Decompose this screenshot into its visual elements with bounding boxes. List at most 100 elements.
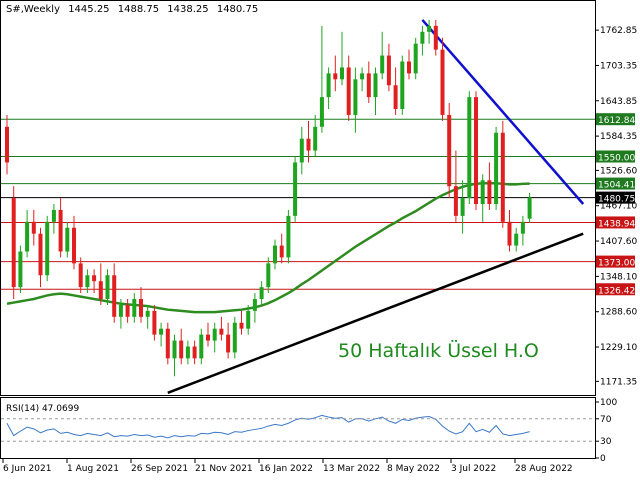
candle-28 (192, 340, 197, 365)
candle-body-41 (279, 245, 284, 258)
candle-body-7 (51, 209, 56, 222)
rsi-tick-label-0: 100 (600, 398, 617, 408)
candle-body-0 (5, 126, 9, 163)
candle-0 (5, 114, 9, 175)
candle-body-60 (407, 61, 411, 74)
candle-body-59 (400, 61, 405, 109)
level-label-5: 1373.00 (598, 259, 635, 269)
candle-body-17 (118, 304, 123, 317)
candle-73 (494, 126, 499, 210)
candle-75 (507, 209, 512, 252)
level-label-bg-2 (596, 177, 635, 190)
y-tick-label-4: 1526.60 (600, 166, 637, 176)
candle-62 (420, 25, 425, 56)
candle-body-75 (507, 221, 512, 246)
candle-body-70 (474, 97, 478, 204)
candle-body-62 (420, 31, 425, 44)
level-label-4: 1438.94 (598, 219, 635, 229)
candle-body-42 (286, 215, 291, 258)
candle-body-11 (78, 263, 83, 288)
candle-12 (85, 269, 90, 294)
close-value: 1480.75 (216, 4, 259, 15)
candle-body-4 (31, 221, 36, 234)
candle-body-72 (487, 180, 492, 204)
candle-body-49 (333, 73, 338, 80)
y-tick-label-6: 1407.60 (600, 237, 637, 247)
ema-layer (6, 181, 530, 314)
candle-body-1 (11, 198, 16, 288)
candle-body-18 (125, 304, 130, 317)
candle-body-46 (313, 126, 318, 151)
candle-body-35 (239, 322, 244, 329)
x-tick-label-7: 3 Jul 2022 (451, 464, 496, 474)
candle-42 (286, 209, 291, 264)
candle-body-14 (98, 281, 103, 299)
candle-8 (58, 198, 63, 258)
candle-16 (112, 263, 117, 323)
rsi-plot-frame (0, 397, 596, 459)
symbol-label: S#,Weekly (6, 4, 60, 15)
candle-5 (38, 227, 43, 288)
candle-60 (407, 49, 411, 80)
candle-54 (366, 61, 371, 104)
candle-body-16 (112, 275, 117, 317)
candle-9 (65, 221, 70, 258)
candle-38 (259, 281, 264, 305)
candle-36 (246, 304, 251, 335)
candle-34 (232, 316, 237, 359)
y-tick-label-7: 1348.10 (600, 272, 637, 282)
candle-body-20 (139, 299, 143, 317)
level-label-2: 1504.41 (598, 181, 635, 191)
candle-body-19 (132, 299, 137, 317)
candle-body-5 (38, 233, 43, 276)
candle-body-13 (92, 275, 97, 282)
candle-body-25 (172, 340, 177, 359)
candle-body-43 (293, 162, 298, 216)
x-tick-label-1: 1 Aug 2021 (67, 464, 119, 474)
candle-body-48 (326, 73, 331, 98)
high-value: 1488.75 (117, 4, 160, 15)
candle-body-45 (306, 138, 311, 151)
candle-body-76 (514, 233, 519, 246)
candle-58 (393, 67, 398, 115)
candle-body-37 (252, 299, 257, 311)
y-tick-label-0: 1762.85 (600, 26, 637, 36)
candle-46 (313, 114, 318, 157)
candle-29 (199, 328, 204, 365)
candle-body-53 (360, 73, 365, 80)
candle-body-65 (440, 49, 445, 115)
candle-39 (266, 257, 271, 294)
candle-56 (380, 31, 385, 80)
candle-72 (487, 162, 492, 210)
candle-69 (467, 91, 472, 204)
level-label-bg-0 (596, 113, 635, 126)
x-tick-label-6: 8 May 2022 (387, 464, 440, 474)
candle-body-69 (467, 97, 472, 199)
trendline-uptrend (167, 232, 584, 394)
low-value: 1438.25 (167, 4, 209, 15)
candle-10 (72, 215, 76, 270)
x-tick-label-5: 13 Mar 2022 (323, 464, 380, 474)
candle-33 (226, 322, 231, 359)
candle-55 (373, 67, 378, 115)
level-label-bg-6 (596, 283, 635, 296)
candle-layer (5, 19, 532, 377)
candle-body-51 (346, 67, 351, 115)
candle-37 (252, 293, 257, 323)
candle-65 (440, 37, 445, 121)
candle-59 (400, 55, 405, 115)
candle-body-73 (494, 132, 499, 204)
rsi-tick-label-3: 0 (600, 454, 606, 464)
y-tick-label-10: 1171.35 (600, 377, 637, 387)
candle-body-64 (433, 25, 438, 50)
candle-18 (125, 299, 130, 323)
y-tick-label-2: 1643.85 (600, 97, 637, 107)
candle-48 (326, 67, 331, 109)
candle-70 (474, 91, 478, 210)
level-label-1: 1550.00 (598, 154, 635, 164)
trendline-downtrend (421, 19, 585, 205)
candle-35 (239, 310, 244, 335)
candle-67 (453, 150, 458, 222)
candle-15 (105, 269, 110, 305)
candle-body-58 (393, 85, 398, 109)
